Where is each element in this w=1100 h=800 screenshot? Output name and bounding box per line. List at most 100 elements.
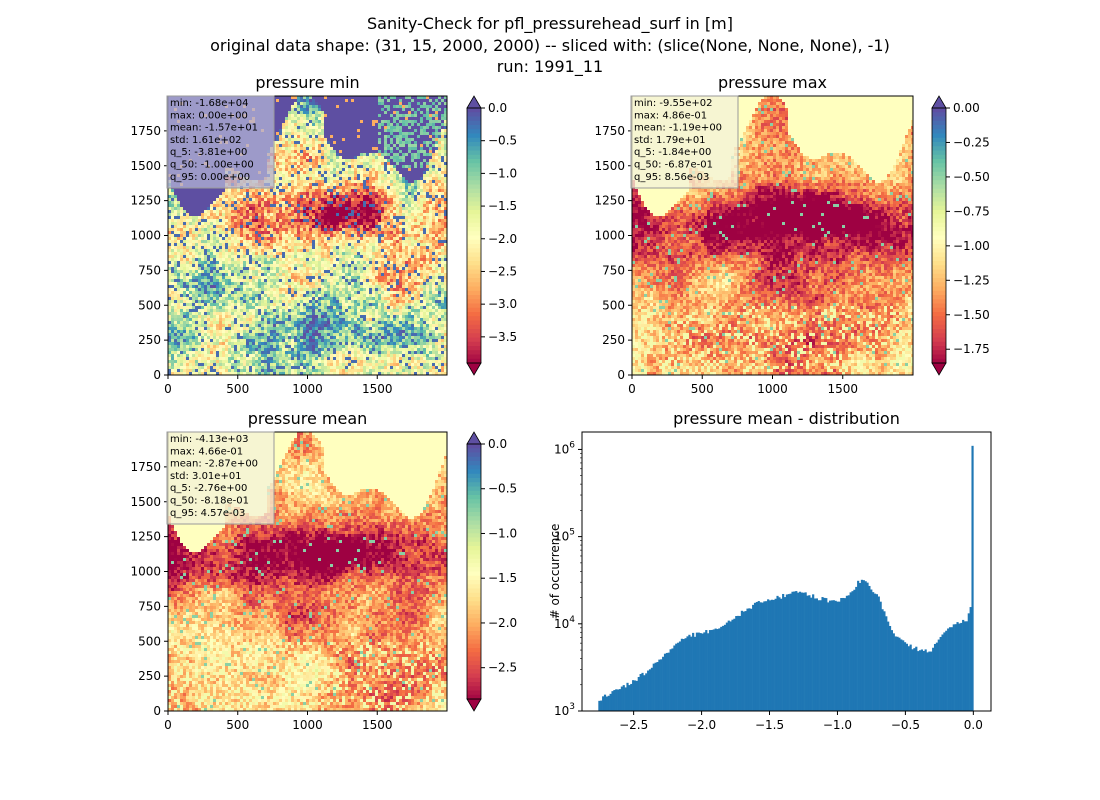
heatmap-cell [336,132,339,135]
heatmap-cell [255,201,258,204]
heatmap-cell [237,207,240,210]
heatmap-cell [186,198,189,201]
heatmap-cell [318,135,321,138]
heatmap-cell [291,186,294,189]
heatmap-cell [288,105,291,108]
heatmap-cell [423,159,426,162]
heatmap-cell [378,99,381,102]
heatmap-cell [366,144,369,147]
heatmap-cell [336,219,339,222]
heatmap-cell [210,228,213,231]
heatmap-cell [435,147,438,150]
heatmap-cell [378,210,381,213]
heatmap-cell [291,165,294,168]
heatmap-cell [279,189,282,192]
heatmap-cell [432,195,435,198]
heatmap-cell [306,195,309,198]
heatmap-cell [201,219,204,222]
heatmap-cell [405,159,408,162]
heatmap-cell [375,240,378,243]
heatmap-cell [246,246,249,249]
heatmap-cell [378,153,381,156]
heatmap-cell [411,246,414,249]
heatmap-cell [303,120,306,123]
heatmap-cell [423,135,426,138]
heatmap-cell [351,120,354,123]
heatmap-cell [339,144,342,147]
heatmap-cell [318,207,321,210]
heatmap-cell [219,189,222,192]
heatmap-cell [180,246,183,249]
heatmap-cell [306,147,309,150]
heatmap-cell [228,204,231,207]
heatmap-cell [369,132,372,135]
heatmap-cell [330,99,333,102]
heatmap-cell [438,114,441,117]
heatmap-cell [234,189,237,192]
heatmap-cell [426,108,429,111]
heatmap-cell [408,171,411,174]
heatmap-cell [291,129,294,132]
heatmap-cell [354,144,357,147]
heatmap-cell [414,243,417,246]
heatmap-cell [369,114,372,117]
heatmap-cell [348,180,351,183]
heatmap-cell [204,228,207,231]
heatmap-cell [207,252,210,255]
heatmap-cell [348,225,351,228]
heatmap-cell [327,117,330,120]
heatmap-cell [399,108,402,111]
heatmap-cell [294,249,297,252]
heatmap-cell [420,156,423,159]
heatmap-cell [297,147,300,150]
heatmap-cell [291,240,294,243]
heatmap-cell [357,99,360,102]
heatmap-cell [402,189,405,192]
heatmap-cell [402,240,405,243]
heatmap-cell [195,240,198,243]
heatmap-cell [411,165,414,168]
heatmap-cell [411,111,414,114]
heatmap-cell [276,216,279,219]
heatmap-cell [282,195,285,198]
heatmap-cell [396,141,399,144]
heatmap-cell [324,99,327,102]
heatmap-cell [357,141,360,144]
heatmap-cell [414,117,417,120]
heatmap-cell [417,144,420,147]
heatmap-cell [366,153,369,156]
heatmap-cell [321,231,324,234]
heatmap-cell [363,147,366,150]
heatmap-cell [324,243,327,246]
heatmap-cell [240,198,243,201]
heatmap-cell [246,231,249,234]
heatmap-cell [384,222,387,225]
heatmap-cell [390,162,393,165]
heatmap-cell [375,195,378,198]
heatmap-cell [333,171,336,174]
heatmap-cell [366,99,369,102]
heatmap-cell [177,198,180,201]
heatmap-cell [345,168,348,171]
heatmap-cell [375,138,378,141]
heatmap-cell [378,141,381,144]
heatmap-cell [402,252,405,255]
heatmap-cell [363,195,366,198]
heatmap-cell [411,204,414,207]
heatmap-cell [222,189,225,192]
heatmap-cell [291,252,294,255]
heatmap-cell [342,183,345,186]
heatmap-cell [204,234,207,237]
heatmap-cell [384,138,387,141]
heatmap-cell [306,135,309,138]
heatmap-cell [327,144,330,147]
heatmap-cell [405,129,408,132]
heatmap-cell [276,168,279,171]
heatmap-cell [312,237,315,240]
heatmap-cell [363,105,366,108]
heatmap-cell [321,132,324,135]
heatmap-cell [282,186,285,189]
heatmap-cell [384,249,387,252]
heatmap-cell [423,141,426,144]
heatmap-cell [372,207,375,210]
